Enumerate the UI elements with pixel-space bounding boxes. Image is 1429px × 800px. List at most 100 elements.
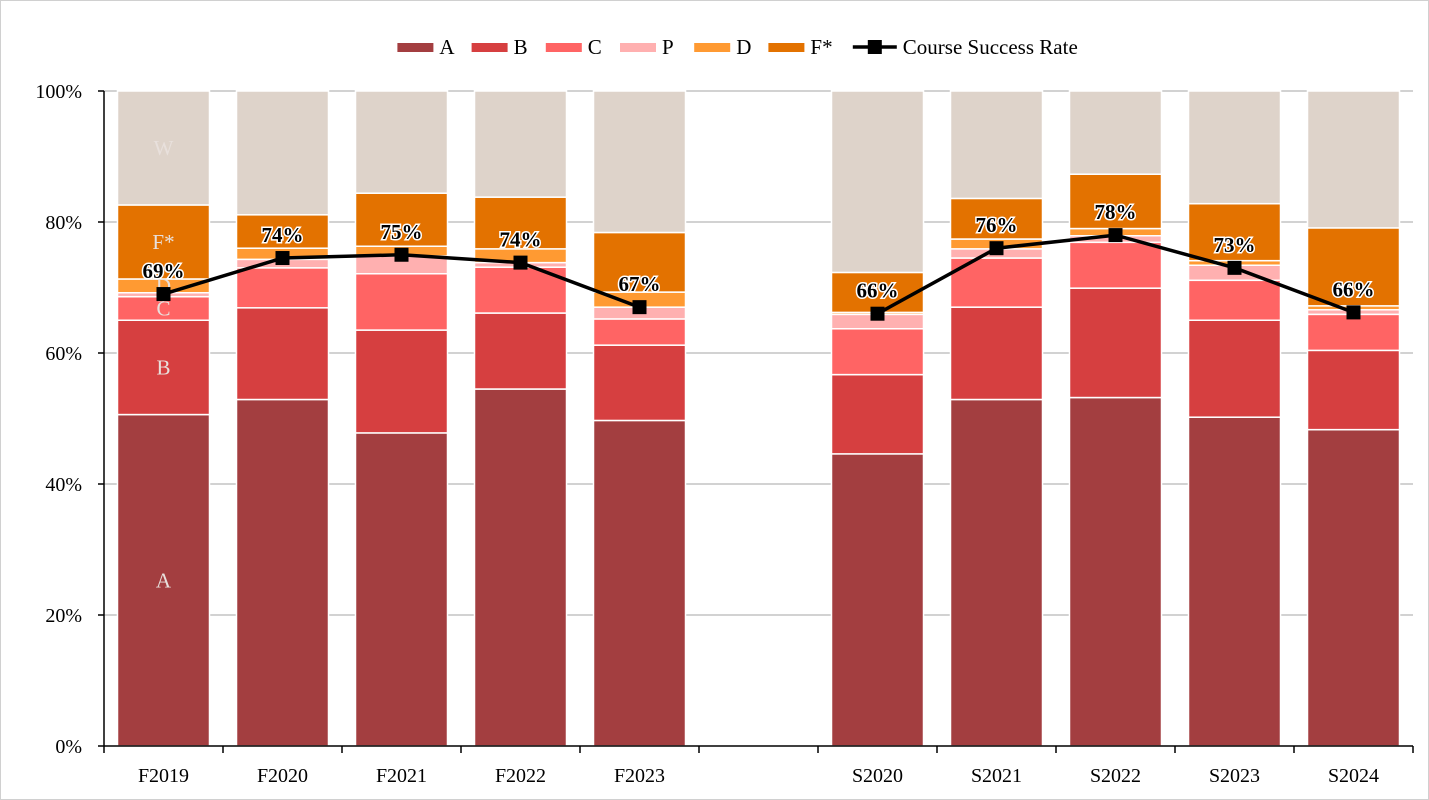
- bar-b-f2019: [116, 319, 211, 416]
- bar-c-f2023: [592, 318, 687, 346]
- bar-w-s2024: [1306, 90, 1401, 229]
- bar-fstar-f2019: [116, 204, 211, 280]
- bar-fstar-f2023: [592, 231, 687, 293]
- y-tick-label: 20%: [45, 605, 82, 627]
- bar-w-f2021: [354, 90, 449, 194]
- bar-a-s2022: [1068, 396, 1163, 747]
- x-tick-label: F2021: [376, 765, 427, 787]
- bar-a-f2020: [235, 398, 330, 747]
- segment-label-c: C: [156, 296, 170, 320]
- bars: [116, 90, 1401, 747]
- bar-a-f2022: [473, 388, 568, 747]
- bar-fstar-f2021: [354, 192, 449, 247]
- bar-b-s2020: [830, 373, 925, 455]
- bar-fstar-s2024: [1306, 227, 1401, 307]
- legend-label-d: D: [736, 35, 751, 59]
- bar-w-f2022: [473, 90, 568, 198]
- bar-w-f2023: [592, 90, 687, 234]
- bar-b-s2024: [1306, 349, 1401, 431]
- bar-b-s2021: [949, 306, 1044, 401]
- bar-fstar-f2022: [473, 196, 568, 250]
- success-rate-marker: [394, 247, 409, 262]
- bar-b-s2023: [1187, 319, 1282, 418]
- success-rate-marker: [989, 241, 1004, 256]
- bar-c-f2021: [354, 272, 449, 331]
- success-rate-marker: [275, 251, 290, 266]
- bar-c-s2024: [1306, 313, 1401, 352]
- success-rate-label: 76%: [976, 213, 1018, 237]
- success-rate-label: 66%: [857, 279, 899, 303]
- legend-label-b: B: [514, 35, 528, 59]
- bar-a-f2021: [354, 432, 449, 747]
- axes: 0% 20% 40% 60% 80% 100% F2019 F2020 F2021 F2022 F2…: [35, 81, 1414, 787]
- segment-label-a: A: [156, 568, 172, 592]
- x-tick-label: S2024: [1328, 765, 1379, 787]
- bar-fstar-s2021: [949, 197, 1044, 240]
- success-rate-marker: [870, 306, 885, 321]
- bar-c-s2023: [1187, 279, 1282, 322]
- legend: A B C P D F* Course Success Rate: [397, 35, 1078, 59]
- legend-swatch-fstar: [768, 43, 805, 52]
- success-rate-marker: [513, 255, 528, 270]
- y-tick-label: 60%: [45, 343, 82, 365]
- bar-fstar-s2022: [1068, 173, 1163, 230]
- x-tick-label: F2023: [614, 765, 665, 787]
- success-rate-label: 74%: [262, 223, 304, 247]
- success-rate-label: 74%: [500, 228, 542, 252]
- success-rate-label: 78%: [1095, 200, 1137, 224]
- success-rate-marker: [1227, 260, 1242, 275]
- success-rate-label: 75%: [381, 220, 423, 244]
- bar-a-f2023: [592, 419, 687, 747]
- segment-label-b: B: [156, 355, 170, 379]
- x-tick-label: F2022: [495, 765, 546, 787]
- bar-b-f2022: [473, 312, 568, 390]
- legend-label-fstar: F*: [810, 35, 832, 59]
- success-rate-marker: [632, 300, 647, 315]
- success-rate-marker: [156, 287, 171, 302]
- bar-fstar-s2023: [1187, 202, 1282, 262]
- bar-c-s2020: [830, 328, 925, 376]
- legend-swatch-c: [545, 43, 582, 52]
- segment-label-fstar: F*: [152, 230, 174, 254]
- bar-c-f2020: [235, 267, 330, 309]
- y-tick-label: 80%: [45, 212, 82, 234]
- legend-marker: [867, 40, 882, 54]
- bar-c-s2022: [1068, 241, 1163, 289]
- bar-b-f2020: [235, 307, 330, 401]
- segment-label-w: W: [154, 136, 174, 160]
- legend-swatch-a: [397, 43, 434, 52]
- success-rate-marker: [1108, 228, 1123, 243]
- legend-label-c: C: [588, 35, 602, 59]
- bar-b-f2021: [354, 329, 449, 434]
- bar-a-s2021: [949, 398, 1044, 747]
- success-rate-label: 69%: [143, 259, 185, 283]
- y-tick-label: 0%: [55, 736, 82, 758]
- bar-w-s2021: [949, 90, 1044, 200]
- bar-fstar-f2020: [235, 214, 330, 249]
- bar-a-s2023: [1187, 416, 1282, 747]
- x-tick-label: F2020: [257, 765, 308, 787]
- x-tick-label: S2023: [1209, 765, 1260, 787]
- legend-swatch-b: [471, 43, 508, 52]
- x-tick-label: S2020: [852, 765, 903, 787]
- bar-w-s2022: [1068, 90, 1163, 175]
- success-rate-marker: [1346, 305, 1361, 320]
- y-tick-label: 40%: [45, 474, 82, 496]
- success-rate-label: 67%: [619, 272, 661, 296]
- success-rate-label: 73%: [1214, 233, 1256, 257]
- legend-swatch-p: [620, 43, 656, 52]
- legend-label-a: A: [439, 35, 455, 59]
- bar-w-s2023: [1187, 90, 1282, 205]
- legend-label-p: P: [662, 35, 674, 59]
- success-rate-label: 66%: [1333, 277, 1375, 301]
- legend-swatch-d: [694, 43, 731, 52]
- x-tick-label: S2022: [1090, 765, 1141, 787]
- bar-w-s2020: [830, 90, 925, 274]
- legend-label-course-success-rate: Course Success Rate: [903, 35, 1078, 59]
- bar-a-s2020: [830, 453, 925, 747]
- success-rate-line: 69% 74% 75% 74% 67% 66% 76% 78% 73% 66%: [141, 199, 1376, 321]
- x-tick-label: S2021: [971, 765, 1022, 787]
- y-tick-label: 100%: [35, 81, 82, 103]
- bar-w-f2020: [235, 90, 330, 216]
